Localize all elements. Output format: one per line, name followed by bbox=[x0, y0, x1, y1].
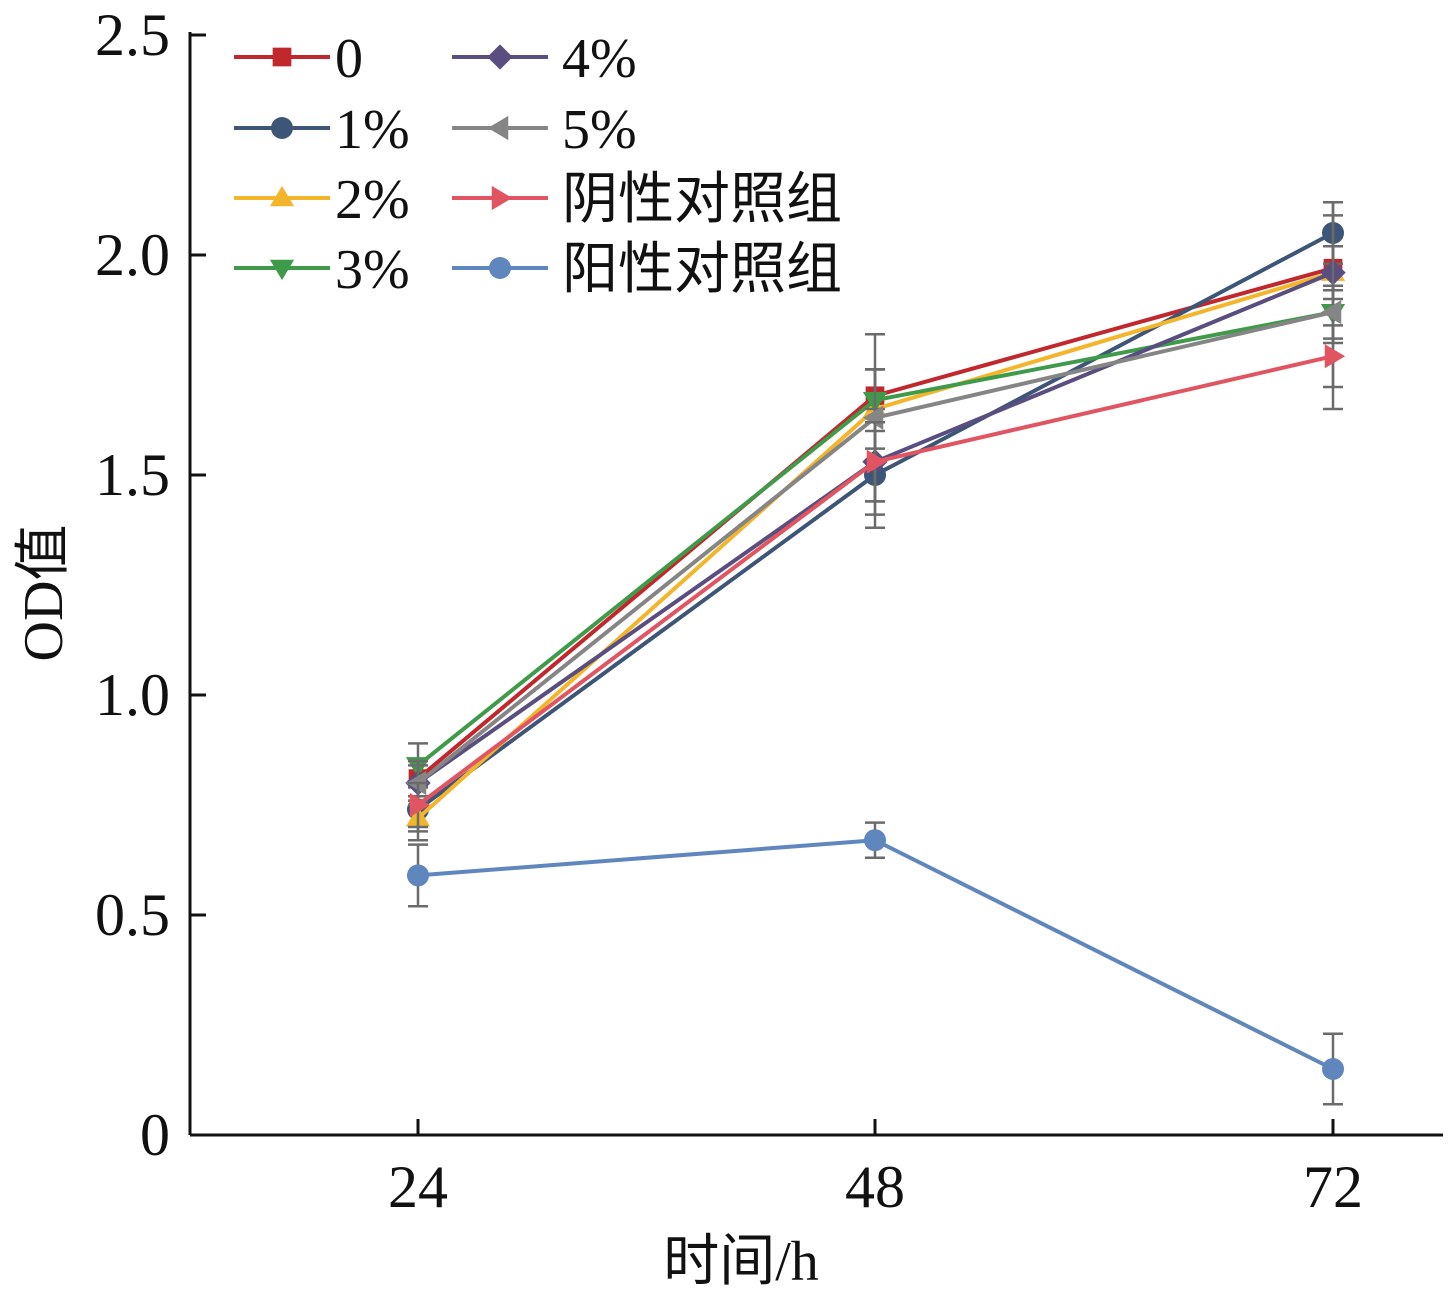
data-point bbox=[1322, 1058, 1344, 1080]
legend-item-4: 4% bbox=[452, 28, 637, 90]
y-tick-label: 2.5 bbox=[95, 2, 170, 68]
series-line bbox=[417, 838, 1334, 1071]
legend-item-6: 阴性对照组 bbox=[452, 169, 842, 231]
legend-label: 3% bbox=[335, 239, 410, 301]
series-7 bbox=[407, 821, 1344, 1106]
x-tick-label: 24 bbox=[388, 1154, 448, 1220]
series-6 bbox=[408, 324, 1346, 829]
series-1 bbox=[407, 200, 1344, 833]
data-point bbox=[864, 829, 886, 852]
y-tick-label: 2.0 bbox=[95, 222, 170, 288]
legend-marker bbox=[491, 185, 513, 211]
y-tick-label: 1.5 bbox=[95, 442, 170, 508]
data-point bbox=[1324, 344, 1346, 369]
legend-label: 1% bbox=[335, 99, 410, 161]
legend-marker bbox=[487, 44, 513, 70]
data-point bbox=[409, 792, 431, 818]
legend-item-7: 阳性对照组 bbox=[452, 239, 842, 301]
legend-marker bbox=[489, 257, 511, 279]
legend-marker bbox=[487, 115, 509, 141]
legend-marker bbox=[272, 47, 292, 67]
x-axis-label: 时间/h bbox=[663, 1231, 819, 1293]
plot-area bbox=[405, 200, 1346, 1106]
legend-label: 0 bbox=[335, 28, 363, 90]
y-axis-label: OD值 bbox=[13, 525, 75, 662]
legend-label: 阴性对照组 bbox=[562, 169, 842, 231]
legend-label: 4% bbox=[562, 28, 637, 90]
legend-marker bbox=[269, 185, 295, 207]
legend-item-3: 3% bbox=[234, 239, 410, 301]
axes: 0 0.5 1.0 1.5 2.0 2.5 24 48 72 bbox=[95, 2, 1443, 1220]
data-point bbox=[862, 405, 884, 430]
y-tick-label: 0 bbox=[140, 1102, 170, 1168]
legend-marker bbox=[271, 117, 293, 139]
legend-label: 阳性对照组 bbox=[562, 239, 842, 301]
x-tick-label: 72 bbox=[1303, 1154, 1363, 1220]
legend-item-5: 5% bbox=[452, 99, 637, 161]
data-point bbox=[1320, 300, 1342, 325]
legend-item-0: 0 bbox=[234, 28, 363, 90]
legend-item-1: 1% bbox=[234, 99, 410, 161]
legend-item-2: 2% bbox=[234, 169, 410, 231]
data-point bbox=[407, 864, 429, 887]
y-tick-label: 1.0 bbox=[95, 662, 170, 728]
legend-label: 2% bbox=[335, 169, 410, 231]
data-point bbox=[866, 449, 888, 474]
x-tick-label: 48 bbox=[845, 1154, 905, 1220]
legend-label: 5% bbox=[562, 99, 637, 161]
legend-marker bbox=[269, 259, 295, 281]
y-tick-label: 0.5 bbox=[95, 882, 170, 948]
